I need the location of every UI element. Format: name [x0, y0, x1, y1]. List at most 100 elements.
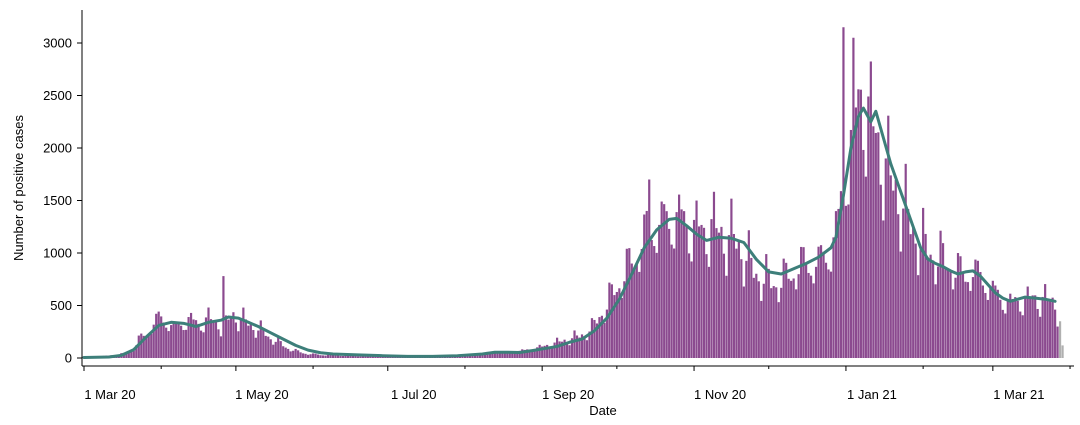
daily-bar: [702, 227, 706, 358]
daily-bar: [732, 234, 735, 358]
daily-bar: [1019, 311, 1022, 358]
daily-bar: [1051, 297, 1054, 358]
daily-bar: [558, 341, 561, 358]
daily-bar: [673, 248, 676, 358]
daily-bar: [279, 341, 282, 358]
daily-bar: [770, 288, 773, 358]
daily-bar: [922, 207, 925, 358]
daily-bar: [727, 235, 731, 358]
daily-bar: [884, 158, 887, 358]
daily-bar: [603, 322, 606, 358]
daily-bar: [765, 254, 768, 358]
daily-bar: [887, 115, 890, 358]
daily-bar: [202, 332, 205, 358]
daily-bar: [486, 351, 489, 358]
daily-bar: [147, 334, 150, 358]
daily-bar: [663, 204, 666, 358]
daily-bar: [914, 243, 917, 358]
daily-bar: [294, 348, 297, 358]
daily-bar: [874, 132, 877, 358]
daily-bar: [282, 346, 285, 358]
daily-bar: [750, 257, 753, 358]
daily-bar: [175, 321, 178, 358]
daily-bar: [785, 262, 788, 358]
daily-bar: [867, 96, 870, 358]
daily-bar: [635, 264, 638, 358]
daily-bar: [588, 331, 591, 358]
daily-bar: [563, 339, 566, 358]
daily-bar: [795, 289, 798, 358]
x-axis-title: Date: [589, 403, 616, 418]
daily-bar: [809, 275, 813, 358]
daily-bar: [546, 344, 549, 358]
daily-bar: [551, 348, 554, 358]
daily-bar: [232, 312, 235, 358]
daily-bar: [969, 290, 972, 358]
daily-bar: [272, 344, 275, 358]
daily-bar: [182, 330, 185, 358]
daily-bar: [351, 355, 355, 358]
daily-bar: [207, 307, 210, 358]
daily-bar: [645, 210, 648, 358]
daily-bar: [508, 351, 511, 358]
daily-bar: [339, 355, 342, 358]
daily-bar: [827, 269, 830, 358]
daily-bar: [513, 352, 516, 358]
daily-bar: [130, 351, 133, 358]
daily-bar: [817, 246, 820, 358]
line-layer: [82, 106, 1057, 359]
daily-bar: [478, 354, 481, 358]
daily-bar: [543, 345, 546, 358]
daily-bar: [304, 353, 307, 358]
daily-bar: [334, 354, 337, 358]
daily-bar: [994, 285, 997, 358]
daily-bar: [1054, 309, 1057, 358]
daily-bar: [737, 240, 740, 358]
daily-bar: [1044, 284, 1047, 358]
daily-bar: [847, 204, 850, 358]
daily-bar: [319, 355, 322, 358]
daily-bar: [974, 259, 977, 358]
daily-bar: [598, 317, 601, 358]
daily-bar: [359, 356, 362, 358]
daily-bar: [528, 349, 531, 358]
daily-bar: [249, 324, 252, 358]
daily-bar: [541, 346, 544, 358]
daily-bar: [239, 318, 242, 358]
daily-bar: [142, 335, 145, 358]
daily-bar: [653, 246, 656, 358]
daily-bar: [787, 278, 790, 358]
daily-bar: [939, 230, 942, 358]
daily-bar: [302, 353, 305, 358]
daily-bar: [326, 355, 330, 358]
daily-bar: [224, 315, 228, 358]
x-tick-label: 1 Sep 20: [542, 387, 594, 402]
daily-bar: [979, 271, 982, 358]
daily-bar: [697, 226, 701, 358]
daily-bar: [516, 352, 519, 358]
daily-bar: [192, 319, 195, 358]
daily-bar: [187, 317, 190, 358]
daily-bar: [311, 353, 315, 358]
daily-bar: [297, 350, 300, 358]
daily-bar: [585, 340, 589, 358]
daily-bar: [999, 299, 1002, 358]
x-tick-label: 1 Jul 20: [391, 387, 437, 402]
daily-bar: [583, 336, 586, 358]
daily-bar: [160, 316, 163, 358]
daily-bar: [573, 330, 576, 358]
daily-bar: [356, 356, 359, 358]
daily-bar: [476, 354, 479, 358]
daily-bar: [229, 318, 233, 358]
daily-bar: [341, 355, 345, 358]
y-tick-label: 1500: [43, 193, 72, 208]
daily-bar: [1029, 297, 1032, 358]
daily-bar: [1056, 326, 1059, 358]
daily-bar: [745, 260, 748, 358]
daily-bar: [503, 351, 506, 358]
daily-bar: [262, 328, 265, 358]
y-ticks: 0 500 1000 1500 2000 2500 3000: [43, 36, 82, 366]
daily-bar: [346, 355, 350, 358]
daily-bar: [267, 336, 270, 358]
